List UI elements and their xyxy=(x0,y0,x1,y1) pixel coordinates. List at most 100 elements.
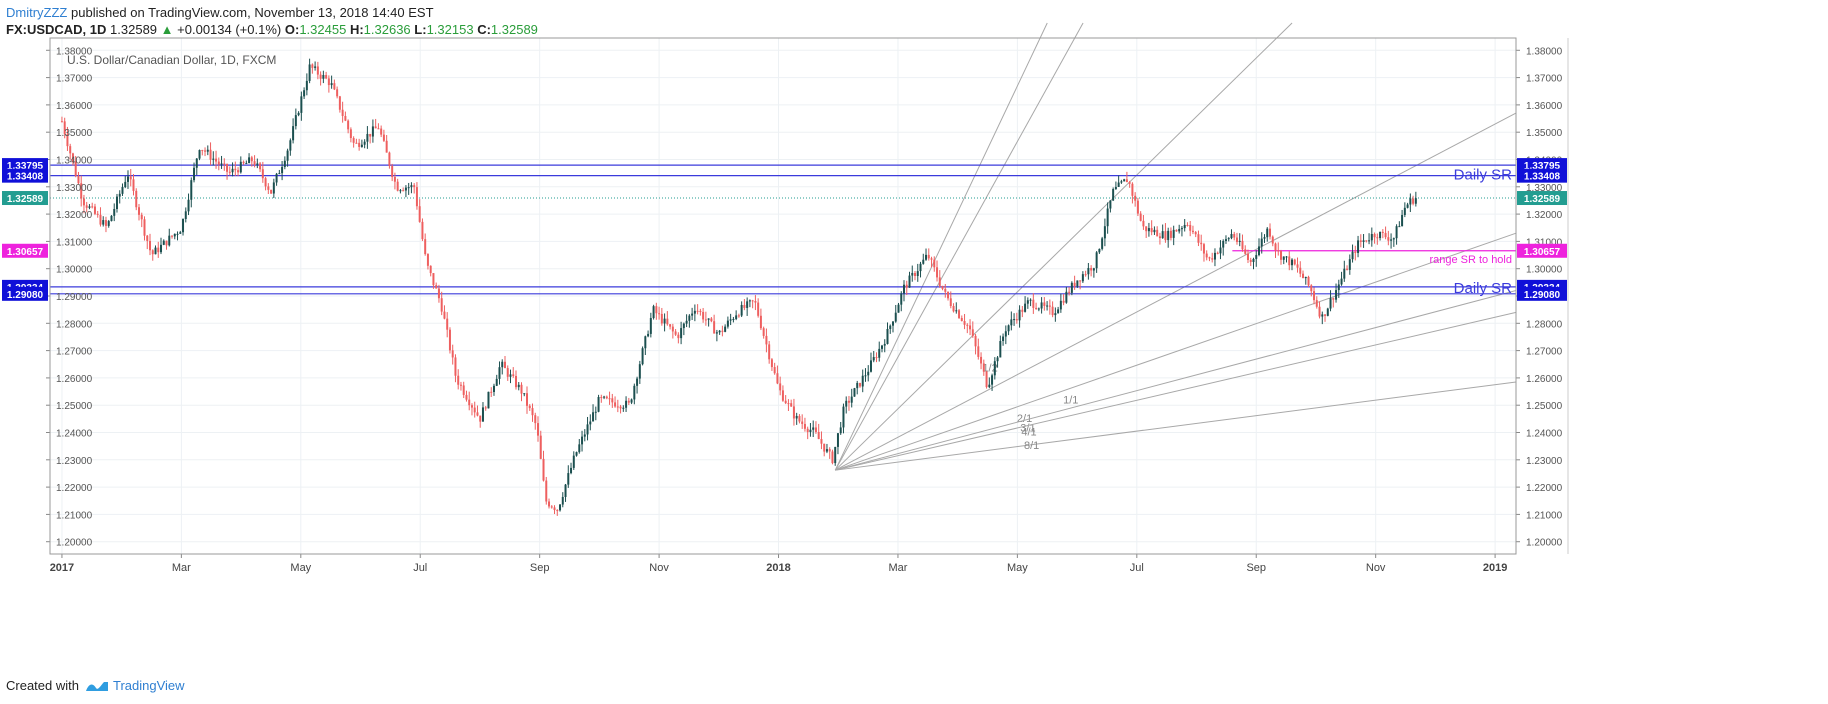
candle-body xyxy=(1037,308,1040,310)
x-tick-label: May xyxy=(1007,562,1028,574)
candle-body xyxy=(1362,240,1365,242)
candle-body xyxy=(1081,274,1084,282)
candle-body xyxy=(1131,183,1134,196)
candle-body xyxy=(638,364,641,379)
candle-body xyxy=(685,320,688,324)
candle-body xyxy=(803,423,806,429)
candle-body xyxy=(616,406,619,408)
candle-body xyxy=(875,357,878,359)
candle-body xyxy=(707,318,710,320)
candle-body xyxy=(1346,268,1349,270)
candle-body xyxy=(69,146,72,154)
candle-body xyxy=(212,158,215,160)
candle-body xyxy=(407,187,410,189)
candle-body xyxy=(66,134,69,147)
y-tick-label-right: 1.28000 xyxy=(1526,319,1563,330)
candle-body xyxy=(861,375,864,387)
candle-body xyxy=(176,233,179,235)
candle-body xyxy=(344,115,347,121)
price-change: +0.00134 (+0.1%) xyxy=(177,22,282,37)
grid xyxy=(50,38,1516,554)
candle-body xyxy=(1288,256,1291,266)
candle-body xyxy=(600,397,603,399)
candle-body xyxy=(352,138,355,143)
candle-body xyxy=(514,375,517,388)
candle-body xyxy=(724,326,727,332)
candle-body xyxy=(828,449,831,452)
publish-line: DmitryZZZ published on TradingView.com, … xyxy=(6,4,538,21)
candle-body xyxy=(960,318,963,322)
candle-body xyxy=(363,141,366,145)
candle-body xyxy=(985,371,988,388)
sr-label-left-bg xyxy=(2,158,48,173)
y-tick-label-left: 1.33000 xyxy=(56,183,93,194)
chart-frame: 1.38000 1.38000 1.37000 1.37000 1.36000 1.360… xyxy=(46,37,1569,574)
candle-body xyxy=(1164,231,1167,241)
candle-body xyxy=(1373,233,1376,238)
tradingview-brand[interactable]: TradingView xyxy=(85,678,185,693)
candle-body xyxy=(886,328,889,344)
candle-body xyxy=(1026,300,1029,304)
fan-label: 4/1 xyxy=(1021,427,1036,439)
candle-body xyxy=(124,181,127,188)
candle-body xyxy=(1015,319,1018,321)
candle-body xyxy=(237,170,240,173)
candle-body xyxy=(380,128,383,135)
author-link[interactable]: DmitryZZZ xyxy=(6,5,68,20)
candle-body xyxy=(149,240,152,251)
candle-body xyxy=(517,384,520,388)
candle-body xyxy=(619,406,622,409)
x-tick-label: 2019 xyxy=(1483,562,1507,574)
candle-body xyxy=(589,421,592,425)
candle-body xyxy=(1018,309,1021,321)
candle-body xyxy=(432,273,435,286)
candle-body xyxy=(743,304,746,308)
candle-body xyxy=(80,183,83,199)
candle-body xyxy=(993,361,996,376)
candle-body xyxy=(462,385,465,395)
candle-body xyxy=(226,164,229,172)
candle-body xyxy=(429,265,432,274)
candle-body xyxy=(729,319,732,321)
x-tick-label: May xyxy=(290,562,311,574)
candle-body xyxy=(548,501,551,507)
candle-body xyxy=(641,348,644,365)
candle-body xyxy=(325,75,328,79)
y-tick-label-right: 1.26000 xyxy=(1526,374,1563,385)
candle-body xyxy=(248,157,251,164)
candle-body xyxy=(137,207,140,215)
candle-body xyxy=(974,335,977,347)
candle-body xyxy=(245,163,248,165)
candle-body xyxy=(1257,246,1260,256)
candle-body xyxy=(1029,299,1032,301)
candle-body xyxy=(286,150,289,161)
candle-body xyxy=(1142,220,1145,227)
candle-body xyxy=(545,480,548,502)
candle-body xyxy=(622,407,625,409)
x-tick-label: Sep xyxy=(1246,562,1266,574)
candle-body xyxy=(451,350,454,358)
candle-body xyxy=(776,373,779,384)
candle-body xyxy=(751,300,754,302)
candle-body xyxy=(1285,256,1288,258)
y-tick-label-left: 1.34000 xyxy=(56,155,93,166)
candle-body xyxy=(476,412,479,416)
sr-label-right-bg xyxy=(1517,168,1567,183)
candle-body xyxy=(415,187,418,207)
candle-body xyxy=(1401,214,1404,227)
candle-body xyxy=(1109,200,1112,209)
candle-body xyxy=(669,324,672,327)
candle-body xyxy=(206,149,209,152)
candle-body xyxy=(492,385,495,392)
candle-body xyxy=(126,176,129,182)
candle-body xyxy=(630,399,633,403)
y-tick-label-right: 1.33000 xyxy=(1526,183,1563,194)
candle-body xyxy=(140,214,143,220)
candle-body xyxy=(93,206,96,214)
candle-body xyxy=(1013,319,1016,321)
candle-body xyxy=(930,258,933,260)
candle-body xyxy=(1169,230,1172,238)
y-tick-label-left: 1.23000 xyxy=(56,456,93,467)
candle-body xyxy=(570,467,573,474)
